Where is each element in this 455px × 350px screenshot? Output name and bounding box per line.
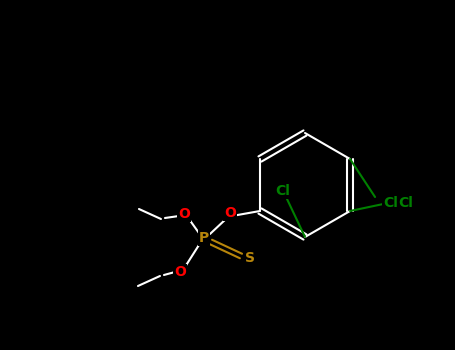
Text: Cl: Cl [276,184,290,198]
Text: O: O [224,206,236,220]
Text: O: O [174,265,186,279]
Text: O: O [178,207,190,221]
Text: Cl: Cl [398,196,413,210]
Text: S: S [245,251,255,265]
Text: Cl: Cl [383,196,398,210]
Text: P: P [199,231,209,245]
